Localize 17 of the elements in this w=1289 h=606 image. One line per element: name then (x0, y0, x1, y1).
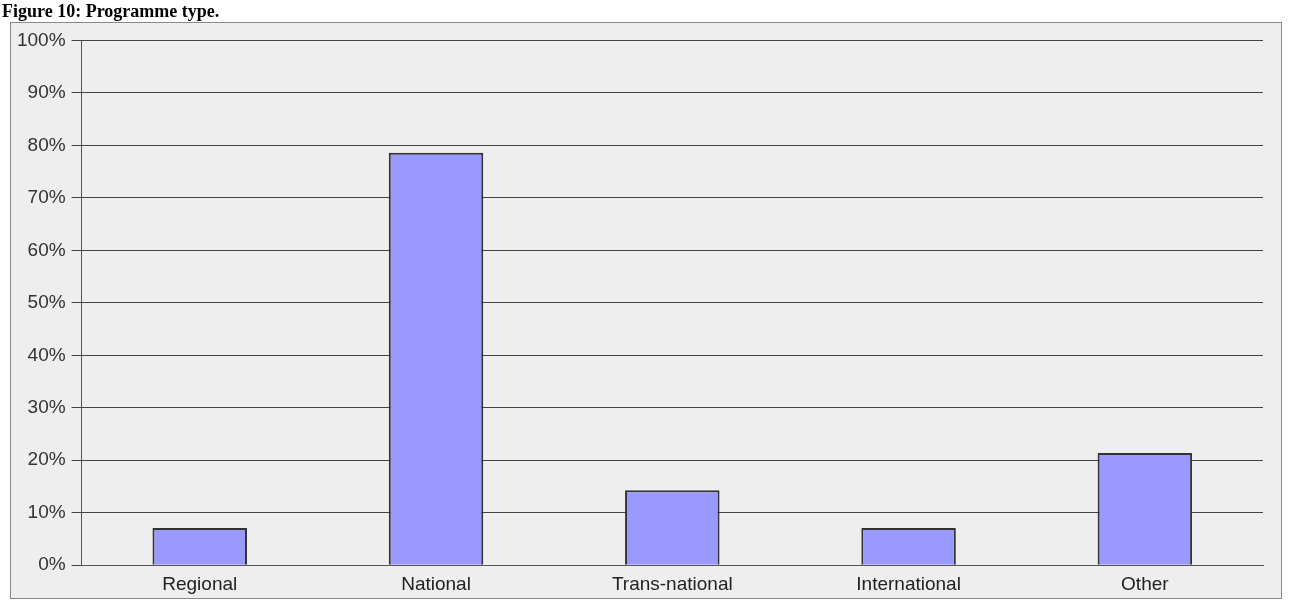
y-tick-label: 20% (27, 448, 66, 470)
y-tick-label: 50% (27, 291, 66, 313)
x-tick-label: Other (1121, 572, 1170, 594)
x-tick-label: Regional (162, 572, 238, 594)
y-tick-label: 0% (38, 553, 66, 575)
y-tick-label: 80% (27, 133, 66, 155)
x-tick-label: Trans-national (611, 572, 733, 594)
x-tick-label: International (856, 572, 961, 594)
y-tick-label: 90% (27, 81, 66, 103)
y-tick-label: 100% (16, 28, 66, 50)
y-tick-label: 30% (27, 395, 66, 417)
y-tick-label: 40% (27, 343, 66, 365)
x-tick-label: National (401, 572, 471, 594)
y-tick-label: 70% (27, 186, 66, 208)
y-tick-label: 60% (27, 238, 66, 260)
chart-title: Figure 10: Programme type. (1, 0, 221, 22)
y-tick-label: 10% (27, 500, 66, 522)
